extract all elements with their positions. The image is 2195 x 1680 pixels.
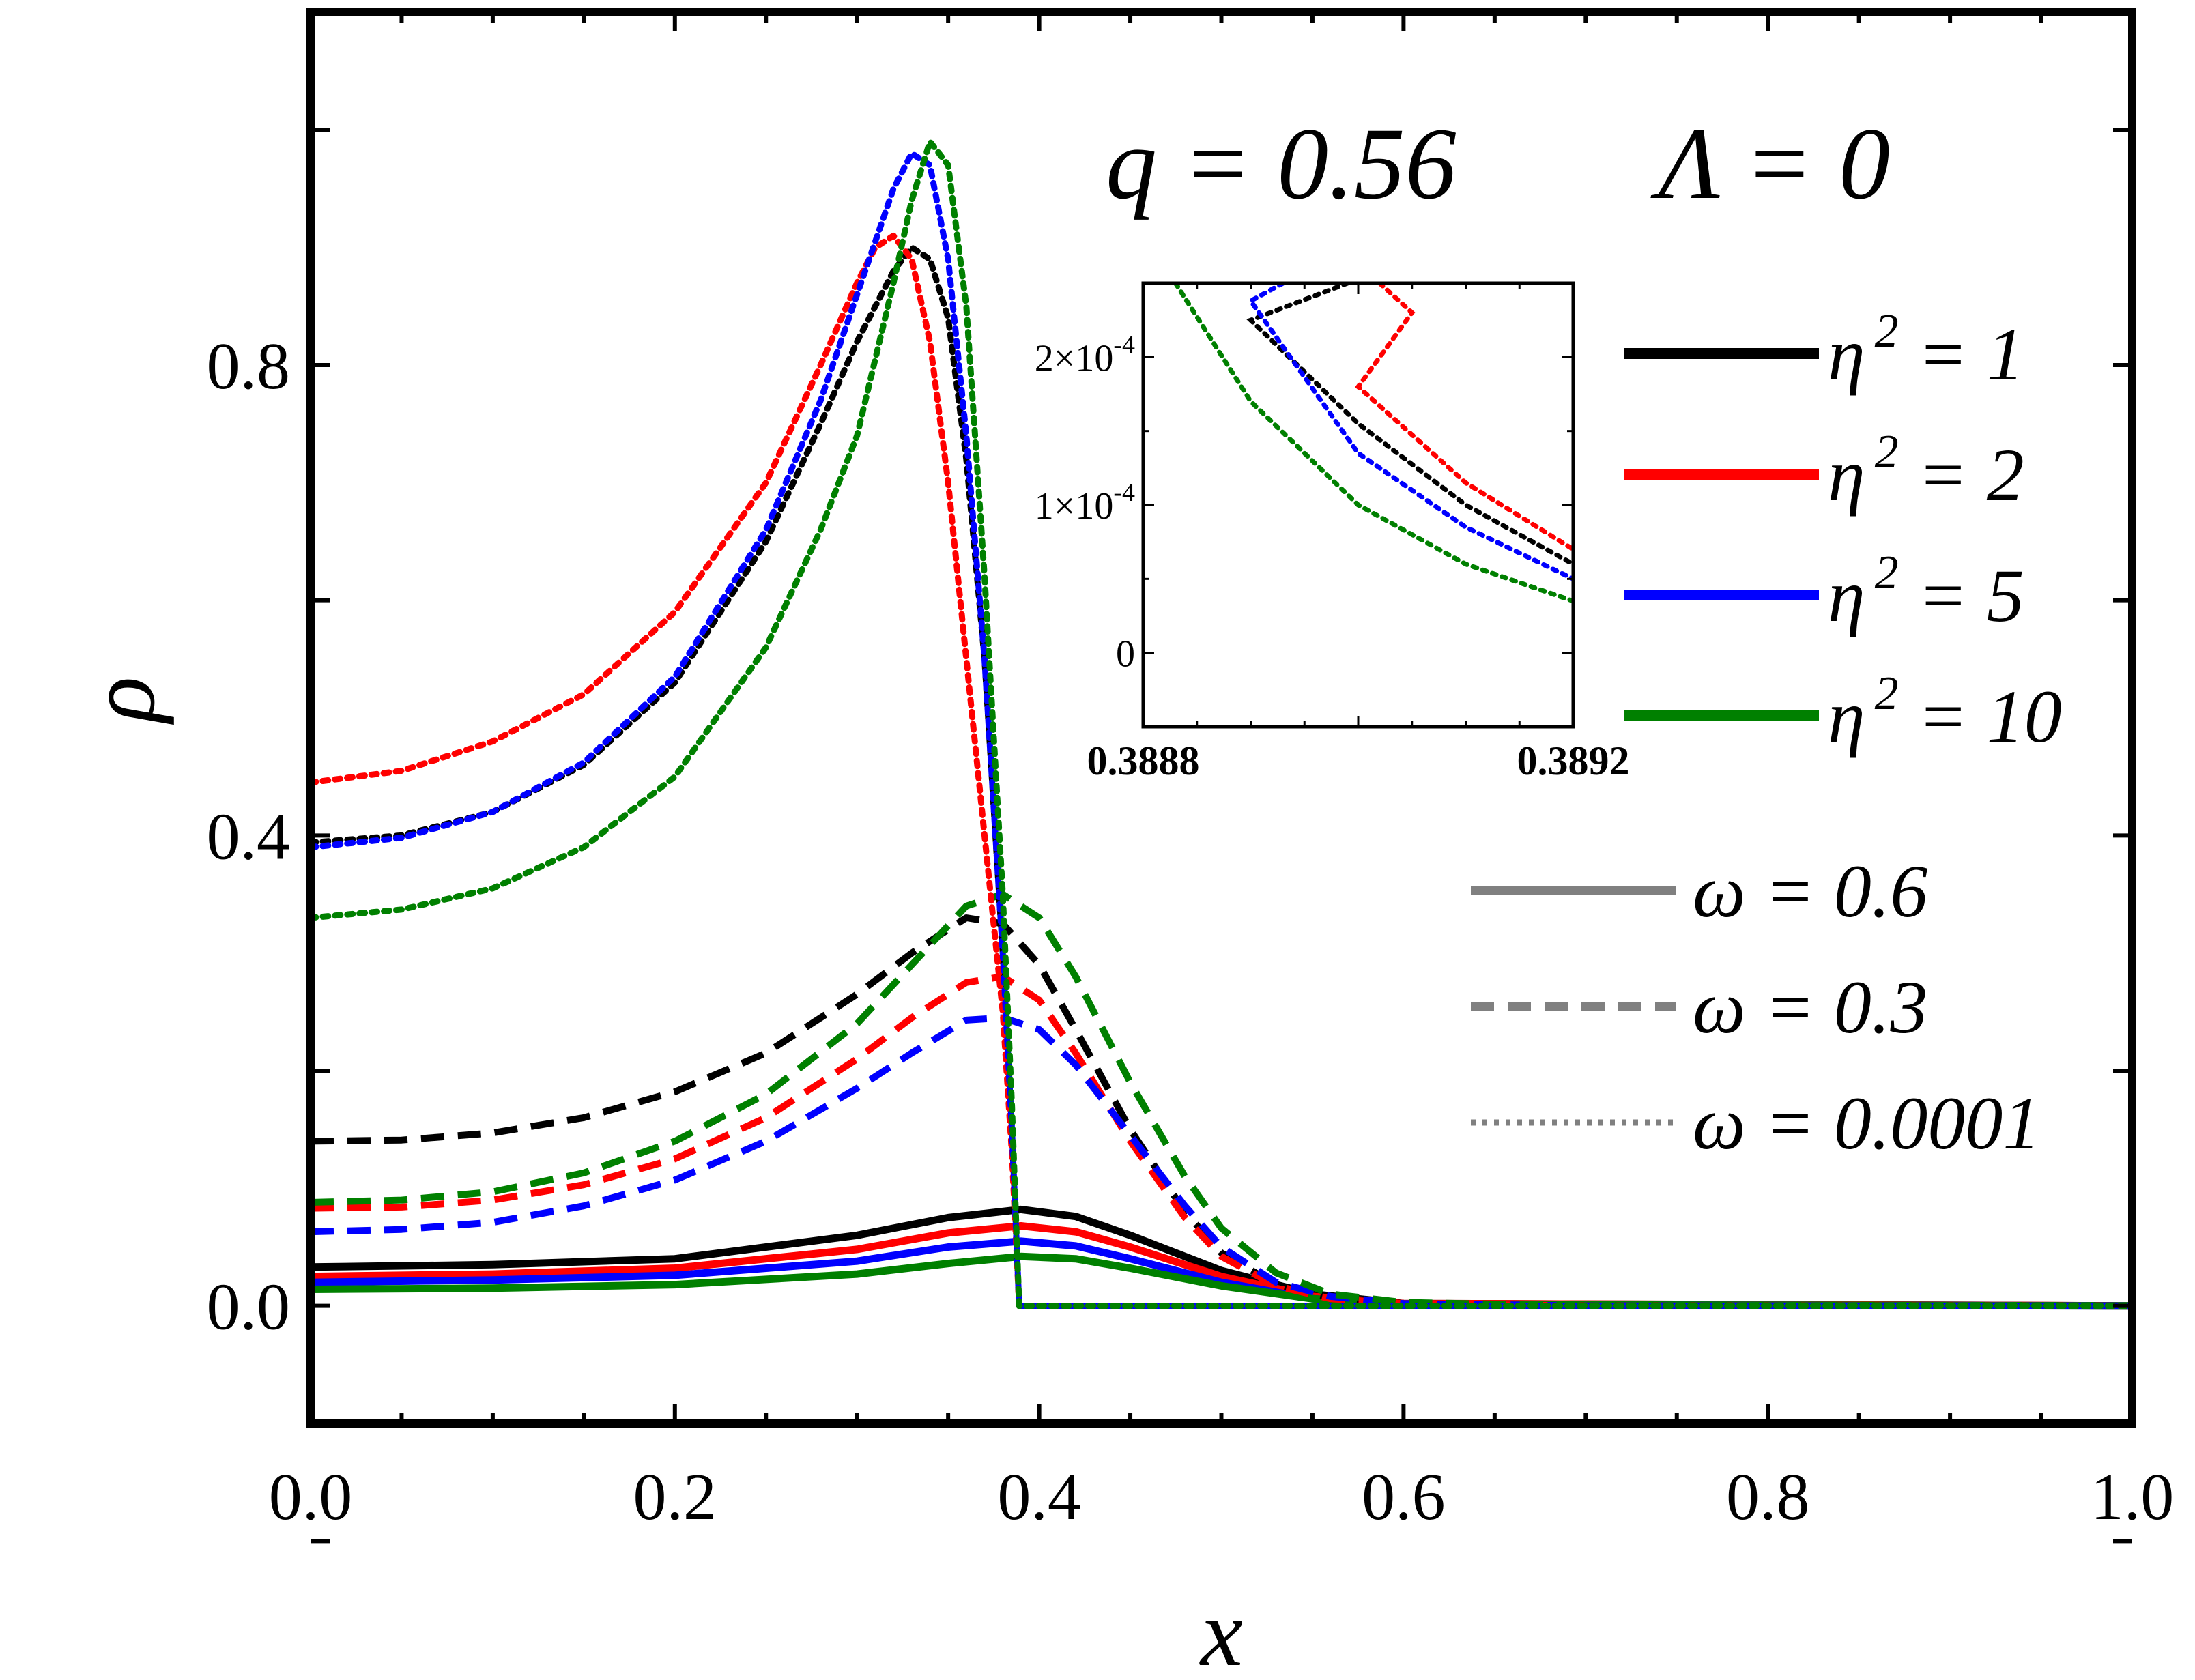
inset-series-line-1 (1246, 283, 1573, 567)
inset-ticks: 0.3888 0.3892 2×10-4 1×10-4 0 (1035, 282, 1630, 783)
series-line-12 (307, 139, 2136, 1309)
x-tick-label: 0.4 (997, 1460, 1081, 1534)
legend-style-label-1: ω = 0.6 (1693, 850, 1927, 933)
x-tick-label: 1.0 (2091, 1460, 2175, 1534)
inset-y-tick-label: 0 (1116, 633, 1135, 676)
series-line-8 (310, 890, 2132, 1309)
y-tick-label: 0.4 (207, 800, 291, 873)
inset-x-tick-label: 0.3888 (1087, 738, 1200, 783)
x-tick-label: 0.8 (1726, 1460, 1810, 1534)
y-tick-label: 0.0 (207, 1271, 291, 1344)
inset-series-line-4 (1173, 283, 1573, 604)
inset-series-line-3 (1247, 283, 1573, 581)
y-axis-title: ρ (69, 676, 175, 725)
inset-x-tick-label: 0.3892 (1517, 738, 1630, 783)
series-line-7 (310, 1014, 2132, 1309)
annotation-lambda: Λ = 0 (1650, 107, 1890, 220)
x-tick-label: 0.6 (1362, 1460, 1446, 1534)
y-tick-label: 0.8 (207, 330, 291, 403)
series-line-5 (310, 914, 2132, 1309)
x-tick-label: 0.2 (633, 1460, 717, 1534)
inset-y-tick-label: 2×10-4 (1035, 330, 1135, 379)
legend-style-label-3: ω = 0.0001 (1693, 1082, 2040, 1165)
inset-plot: 0.3888 0.3892 2×10-4 1×10-4 0 (1035, 281, 1630, 783)
legend-style-label-2: ω = 0.3 (1693, 966, 1927, 1049)
x-tick-label: 0.0 (269, 1460, 353, 1534)
inset-y-tick-label: 1×10-4 (1035, 478, 1135, 527)
axis-ticks: 0.0 0.2 0.4 0.6 0.8 1.0 0.0 0.4 0.8 (207, 12, 2175, 1544)
annotation-q: q = 0.56 (1106, 107, 1457, 220)
main-series (307, 139, 2136, 1310)
inset-series-line-2 (1355, 283, 1573, 552)
inset-series (1173, 283, 1573, 604)
x-axis-title: x (1199, 1580, 1243, 1680)
